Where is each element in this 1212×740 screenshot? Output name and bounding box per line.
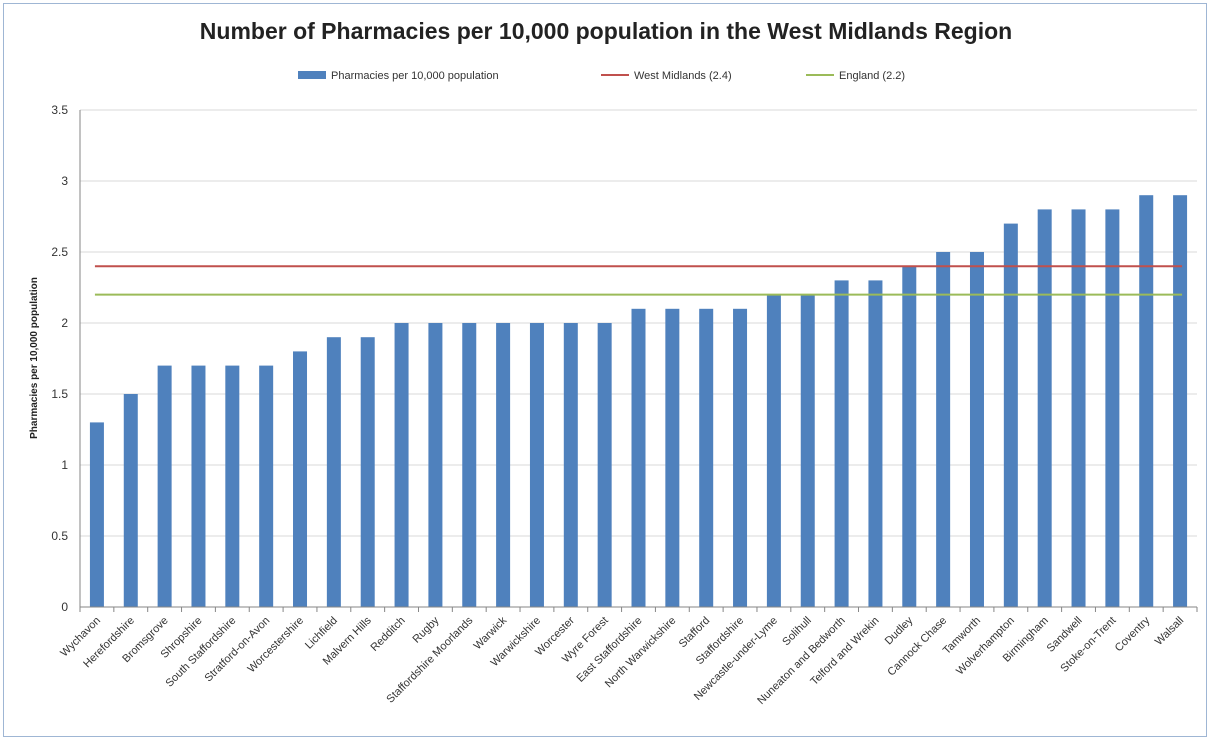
bar xyxy=(800,294,815,607)
axes xyxy=(79,110,1198,612)
bar xyxy=(1173,195,1188,607)
bar xyxy=(902,266,917,607)
chart-title: Number of Pharmacies per 10,000 populati… xyxy=(199,18,1013,44)
legend: Pharmacies per 10,000 population West Mi… xyxy=(298,70,905,82)
x-category-label: Dudley xyxy=(883,614,916,647)
y-tick-label: 3 xyxy=(61,174,68,188)
bars xyxy=(89,195,1188,607)
bar xyxy=(496,323,511,607)
bar xyxy=(529,323,544,607)
reference-lines xyxy=(94,265,1183,296)
bar xyxy=(665,308,680,607)
y-axis-ticks: 0 0.5 1 1.5 2 2.5 3 3.5 xyxy=(51,103,68,614)
bar xyxy=(699,308,714,607)
legend-label-england: England (2.2) xyxy=(839,70,905,82)
bar xyxy=(597,323,612,607)
bar xyxy=(89,422,104,607)
bar xyxy=(360,337,375,607)
bar xyxy=(462,323,477,607)
y-tick-label: 2.5 xyxy=(51,245,68,259)
legend-swatch-bars xyxy=(298,71,326,79)
y-tick-label: 0 xyxy=(61,600,68,614)
bar xyxy=(733,308,748,607)
legend-label-bars: Pharmacies per 10,000 population xyxy=(331,70,499,82)
bar xyxy=(563,323,578,607)
x-category-label: Rugby xyxy=(411,614,442,645)
x-category-label: Coventry xyxy=(1113,614,1153,654)
y-tick-label: 1 xyxy=(61,458,68,472)
bar xyxy=(326,337,341,607)
bar xyxy=(631,308,646,607)
bar xyxy=(293,351,308,607)
bar xyxy=(936,252,951,607)
bar xyxy=(1105,209,1120,607)
x-category-label: Wolverhampton xyxy=(954,615,1017,678)
x-category-label: Solihull xyxy=(780,615,814,649)
x-category-label: Cannock Chase xyxy=(885,615,949,679)
y-tick-label: 0.5 xyxy=(51,529,68,543)
bar xyxy=(1003,223,1018,607)
x-category-label: Walsall xyxy=(1153,615,1186,648)
legend-label-west-midlands: West Midlands (2.4) xyxy=(634,70,732,82)
y-tick-label: 2 xyxy=(61,316,68,330)
bar xyxy=(1071,209,1086,607)
y-tick-label: 3.5 xyxy=(51,103,68,117)
bar xyxy=(394,323,409,607)
x-category-label: Redditch xyxy=(368,615,407,654)
bar xyxy=(1037,209,1052,607)
bar xyxy=(428,323,443,607)
bar xyxy=(834,280,849,607)
bar xyxy=(868,280,883,607)
bar xyxy=(259,365,274,607)
bar xyxy=(123,394,138,607)
bar xyxy=(225,365,240,607)
y-axis-label: Pharmacies per 10,000 population xyxy=(29,277,40,439)
y-tick-label: 1.5 xyxy=(51,387,68,401)
bar xyxy=(157,365,172,607)
bar xyxy=(766,294,781,607)
x-axis-category-labels: WychavonHerefordshireBromsgroveShropshir… xyxy=(58,614,1186,707)
bar xyxy=(1139,195,1154,607)
bar xyxy=(969,252,984,607)
bar xyxy=(191,365,206,607)
